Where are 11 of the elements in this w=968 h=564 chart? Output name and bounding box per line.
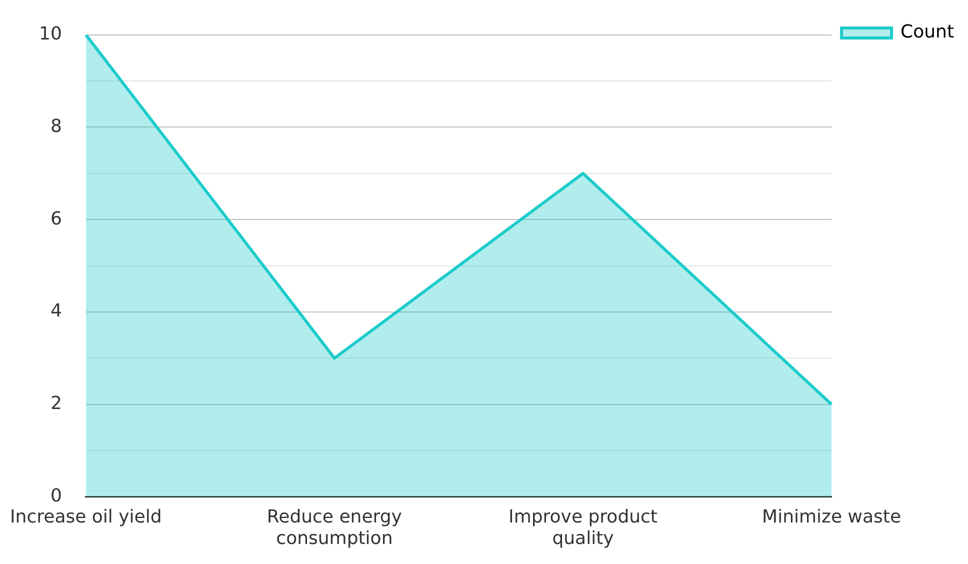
y-tick-label: 0 [50, 485, 62, 506]
x-tick-label: Increase oil yield [10, 506, 162, 528]
y-tick-label: 8 [50, 116, 62, 137]
y-tick-label: 2 [50, 393, 62, 414]
y-tick-label: 10 [38, 23, 62, 44]
y-tick-label: 6 [50, 208, 62, 230]
x-tick-label: Improve product quality [508, 506, 658, 549]
y-tick-label: 4 [50, 300, 62, 322]
x-tick-label: Minimize waste [762, 506, 902, 528]
legend-label: Count [900, 22, 954, 43]
x-tick-label: Reduce energy consumption [266, 506, 402, 549]
